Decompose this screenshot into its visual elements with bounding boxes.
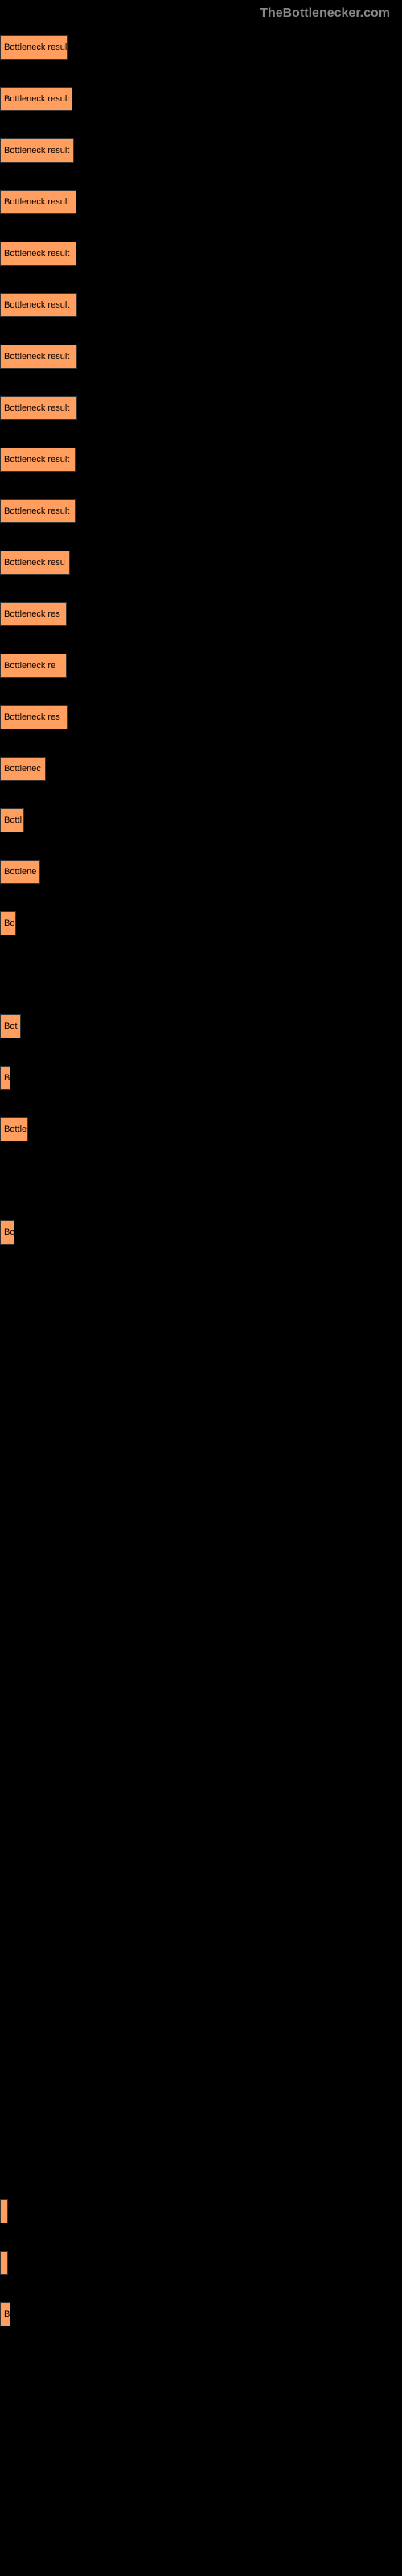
bar-row — [0, 2405, 402, 2429]
bar-row — [0, 1169, 402, 1193]
chart-bar: Bottleneck result — [0, 87, 72, 111]
bar-row — [0, 1426, 402, 1451]
chart-bar: B — [0, 1066, 10, 1090]
chart-bar — [0, 2199, 8, 2223]
chart-bar: Bottleneck result — [0, 242, 76, 266]
bar-row: Bo — [0, 911, 402, 935]
bar-row: Bottle — [0, 1117, 402, 1141]
chart-bar: Bottleneck resu — [0, 551, 70, 575]
chart-bar: Bottleneck result — [0, 35, 68, 60]
chart-bar — [0, 2251, 8, 2275]
chart-bar: Bo — [0, 1220, 14, 1245]
bar-row: Bot — [0, 1014, 402, 1038]
chart-bar: Bottleneck result — [0, 190, 76, 214]
chart-bar: Bottle — [0, 1117, 28, 1141]
bar-row: Bottleneck re — [0, 654, 402, 678]
chart-bar: Bottleneck res — [0, 602, 67, 626]
bar-row — [0, 1839, 402, 1863]
bar-row: Bottlenec — [0, 757, 402, 781]
bar-row: Bottleneck result — [0, 396, 402, 420]
bar-row: Bottleneck result — [0, 242, 402, 266]
chart-bar: Bottleneck result — [0, 396, 77, 420]
bar-row: Bottleneck res — [0, 705, 402, 729]
chart-bar: Bottleneck re — [0, 654, 67, 678]
chart-bar: Bottleneck result — [0, 293, 77, 317]
site-title: TheBottlenecker.com — [260, 6, 390, 20]
bar-row: Bottleneck result — [0, 87, 402, 111]
bar-row — [0, 2251, 402, 2275]
bar-row — [0, 1942, 402, 1966]
bar-row — [0, 2045, 402, 2069]
bar-row — [0, 1478, 402, 1502]
chart-bar: Bottlenec — [0, 757, 46, 781]
bar-row — [0, 2354, 402, 2378]
bar-row: Bottleneck result — [0, 190, 402, 214]
bar-row — [0, 2457, 402, 2481]
bar-row — [0, 2148, 402, 2172]
bar-row: Bottleneck res — [0, 602, 402, 626]
bar-row — [0, 1736, 402, 1760]
bar-row — [0, 1272, 402, 1296]
chart-bar: Bottlene — [0, 860, 40, 884]
bar-row: Bottleneck result — [0, 499, 402, 523]
chart-bar: B — [0, 2302, 10, 2326]
bar-row: Bottleneck result — [0, 138, 402, 163]
bar-row — [0, 1993, 402, 2017]
bar-chart: Bottleneck result Bottleneck result Bottle… — [0, 27, 402, 2516]
bar-row — [0, 2199, 402, 2223]
chart-bar: Bottleneck result — [0, 138, 74, 163]
bar-row — [0, 1530, 402, 1554]
bar-row — [0, 1581, 402, 1605]
bar-row: Bottleneck resu — [0, 551, 402, 575]
chart-bar: Bottl — [0, 808, 24, 832]
bar-row: B — [0, 2302, 402, 2326]
bar-row — [0, 1323, 402, 1348]
bar-row — [0, 2096, 402, 2120]
chart-bar: Bottleneck result — [0, 448, 76, 472]
bar-row: Bottleneck result — [0, 345, 402, 369]
bar-row: Bottleneck result — [0, 448, 402, 472]
bar-row — [0, 1375, 402, 1399]
bar-row — [0, 1787, 402, 1811]
bar-row — [0, 1633, 402, 1657]
chart-bar: Bo — [0, 911, 16, 935]
bar-row: Bottl — [0, 808, 402, 832]
chart-bar: Bottleneck result — [0, 345, 77, 369]
bar-row: B — [0, 1066, 402, 1090]
chart-bar: Bottleneck res — [0, 705, 68, 729]
bar-row — [0, 963, 402, 987]
site-header: TheBottlenecker.com — [0, 0, 402, 27]
bar-row: Bottlene — [0, 860, 402, 884]
bar-row: Bo — [0, 1220, 402, 1245]
chart-bar: Bottleneck result — [0, 499, 76, 523]
chart-bar: Bot — [0, 1014, 21, 1038]
bar-row — [0, 1684, 402, 1708]
bar-row: Bottleneck result — [0, 293, 402, 317]
bar-row: Bottleneck result — [0, 35, 402, 60]
bar-row — [0, 1890, 402, 1914]
